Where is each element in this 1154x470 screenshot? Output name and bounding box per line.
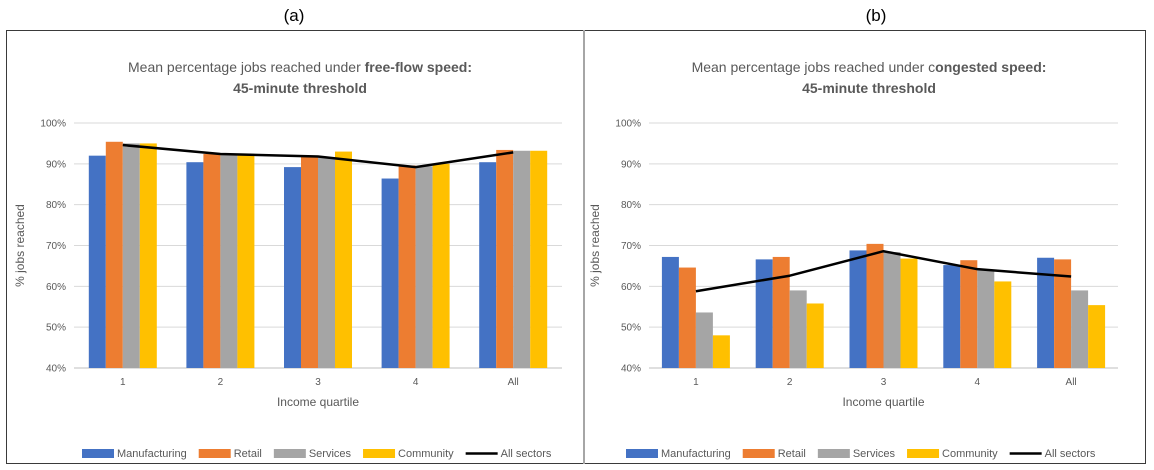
chart-b-xtick-label: 4	[975, 377, 981, 388]
chart-a-subtitle: 45-minute threshold	[233, 80, 367, 96]
chart-b-xtick-label: 3	[881, 377, 887, 388]
chart-b-legend-label-community: Community	[942, 448, 998, 460]
chart-b-bar-retail	[866, 243, 884, 368]
chart-b-xtick-label: 1	[693, 377, 699, 388]
chart-a-bar-retail	[203, 154, 221, 368]
chart-b-bar-services	[695, 312, 713, 368]
chart-b-ytick-label: 80%	[621, 200, 641, 211]
chart-a-bar-retail	[105, 141, 123, 368]
chart-a-ytick-label: 90%	[46, 159, 66, 170]
chart-a-bar-manufacturing	[88, 155, 106, 368]
chart-panel-b: Mean percentage jobs reached under conge…	[588, 59, 1118, 460]
chart-a-bar-community	[139, 143, 157, 368]
chart-a-ytick-label: 50%	[46, 323, 66, 334]
chart-a-y-axis-title: % jobs reached	[13, 204, 27, 287]
chart-a-bar-manufacturing	[381, 178, 399, 368]
chart-b-bar-community	[712, 335, 730, 368]
chart-a-ytick-label: 70%	[46, 241, 66, 252]
chart-a-bar-retail	[398, 165, 416, 368]
chart-a-x-axis-title: Income quartile	[277, 395, 359, 409]
chart-a-bar-community	[237, 154, 255, 368]
chart-b-legend-swatch-manufacturing	[626, 449, 658, 458]
chart-a-bar-community	[530, 150, 548, 368]
chart-a-ytick-label: 60%	[46, 282, 66, 293]
chart-a-xtick-label: 2	[218, 377, 224, 388]
chart-b-ytick-label: 40%	[621, 364, 641, 375]
chart-a-xtick-label: 4	[413, 377, 419, 388]
chart-a-legend-label-manufacturing: Manufacturing	[117, 448, 187, 460]
chart-a-bar-retail	[496, 149, 514, 368]
chart-a-bar-services	[415, 166, 433, 368]
panel-divider	[583, 30, 585, 464]
chart-b-subtitle: 45-minute threshold	[802, 80, 936, 96]
chart-panel-a: Mean percentage jobs reached under free-…	[13, 59, 562, 460]
chart-a-legend-swatch-retail	[198, 449, 231, 458]
chart-b-bar-community	[806, 303, 824, 368]
chart-a-bar-services	[513, 150, 531, 368]
chart-a-ytick-label: 80%	[46, 200, 66, 211]
chart-b-ytick-label: 70%	[621, 241, 641, 252]
panel-b-label: (b)	[865, 6, 887, 25]
chart-b-bar-community	[900, 258, 918, 368]
chart-a-bar-services	[318, 157, 335, 368]
chart-b-title: Mean percentage jobs reached under conge…	[692, 59, 1047, 75]
chart-b-bar-retail	[1054, 259, 1072, 368]
chart-a-legend-label-all-sectors: All sectors	[501, 448, 552, 460]
chart-b-legend-label-manufacturing: Manufacturing	[661, 448, 731, 460]
chart-b-xtick-label: 2	[787, 377, 793, 388]
chart-b-ytick-label: 50%	[621, 323, 641, 334]
chart-b-bar-manufacturing	[849, 250, 867, 368]
chart-a-bar-services	[220, 154, 238, 368]
chart-b-xtick-label: All	[1066, 377, 1077, 388]
chart-b-legend-label-services: Services	[853, 448, 896, 460]
chart-a-bar-services	[122, 143, 140, 368]
chart-b-bar-manufacturing	[755, 259, 773, 368]
chart-b-legend-swatch-retail	[742, 449, 775, 458]
chart-b-line-all-sectors	[695, 249, 1072, 293]
chart-b-bar-community	[994, 281, 1012, 368]
chart-b-bar-retail	[678, 267, 696, 368]
panel-a-label: (a)	[283, 6, 305, 25]
chart-a-xtick-label: 1	[120, 377, 126, 388]
chart-b-bar-manufacturing	[661, 256, 679, 368]
chart-b-bar-services	[1071, 290, 1089, 368]
chart-a-ytick-label: 100%	[40, 119, 66, 130]
chart-a-bar-retail	[301, 155, 318, 368]
chart-b-bar-retail	[772, 256, 790, 368]
chart-b-legend-swatch-services	[817, 449, 850, 458]
chart-a-legend-label-community: Community	[398, 448, 454, 460]
chart-a-legend-swatch-services	[273, 449, 306, 458]
chart-a-bar-community	[432, 163, 450, 368]
chart-b-ytick-label: 90%	[621, 159, 641, 170]
chart-b-legend-label-retail: Retail	[778, 448, 806, 460]
chart-b-bar-services	[883, 252, 901, 368]
chart-b-ytick-label: 60%	[621, 282, 641, 293]
chart-a-legend-label-services: Services	[309, 448, 352, 460]
chart-b-bar-manufacturing	[943, 265, 961, 368]
chart-b-x-axis-title: Income quartile	[842, 395, 924, 409]
chart-b-ytick-label: 100%	[615, 119, 641, 130]
chart-b-bar-retail	[960, 260, 978, 368]
chart-a-legend-label-retail: Retail	[234, 448, 262, 460]
chart-b-bar-manufacturing	[1037, 257, 1055, 368]
chart-b-y-axis-title: % jobs reached	[588, 204, 602, 287]
chart-a-legend-swatch-manufacturing	[82, 449, 114, 458]
chart-a-xtick-label: All	[508, 377, 519, 388]
chart-a-legend-swatch-community	[363, 449, 396, 458]
chart-a-line-all-sectors	[122, 143, 514, 169]
figure-frame	[6, 30, 1146, 464]
chart-a-ytick-label: 40%	[46, 364, 66, 375]
chart-b-legend-label-all-sectors: All sectors	[1045, 448, 1096, 460]
chart-b-legend-swatch-community	[907, 449, 940, 458]
chart-a-bar-manufacturing	[284, 167, 301, 368]
chart-b-bar-community	[1088, 305, 1106, 368]
chart-b-bar-services	[977, 270, 995, 368]
chart-a-bar-community	[335, 151, 352, 368]
chart-a-xtick-label: 3	[315, 377, 321, 388]
chart-a-bar-manufacturing	[186, 162, 204, 368]
chart-a-title: Mean percentage jobs reached under free-…	[128, 59, 472, 75]
chart-b-bar-services	[789, 290, 807, 368]
chart-a-bar-manufacturing	[479, 162, 497, 368]
